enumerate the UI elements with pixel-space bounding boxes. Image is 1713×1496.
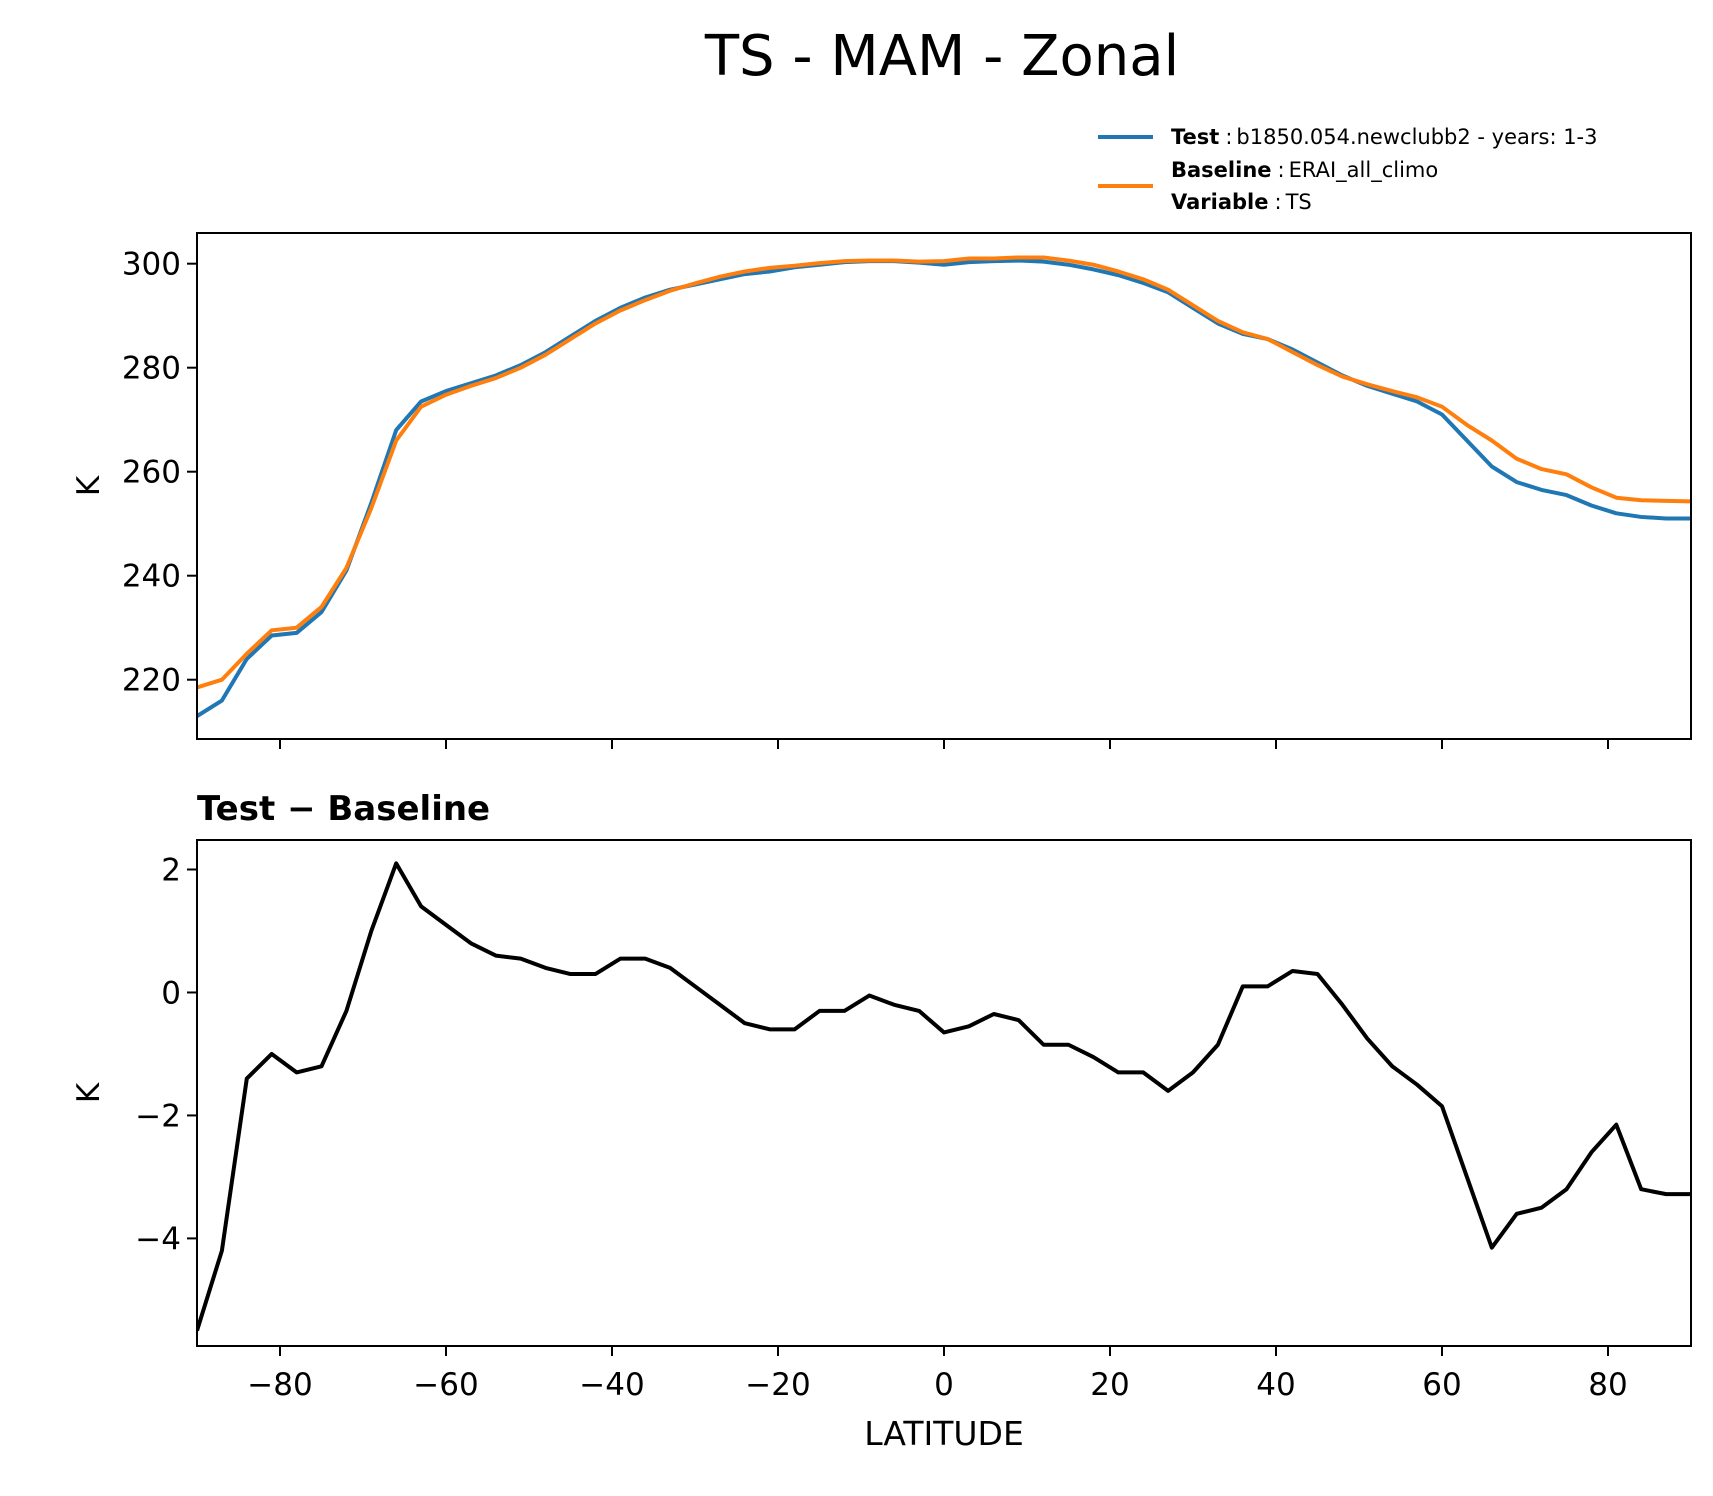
y-tick-label: 260 bbox=[122, 455, 181, 491]
data-line bbox=[197, 861, 1691, 1332]
y-tick-label: 280 bbox=[122, 351, 181, 387]
x-tick-label: 80 bbox=[1588, 1367, 1627, 1403]
legend-separator: : bbox=[1274, 190, 1281, 214]
y-axis-label: K bbox=[71, 475, 107, 496]
x-tick-label: 20 bbox=[1090, 1367, 1129, 1403]
legend-key: Test bbox=[1171, 125, 1219, 149]
y-axis-label: K bbox=[71, 1082, 107, 1103]
x-tick-label: −60 bbox=[413, 1367, 478, 1403]
legend-label: Variable: TS bbox=[1171, 190, 1312, 214]
axes-frame bbox=[196, 232, 1692, 740]
y-tick-label: 240 bbox=[122, 559, 181, 595]
figure-title: TS - MAM - Zonal bbox=[704, 24, 1179, 89]
legend-label: Baseline: ERAI_all_climo bbox=[1171, 158, 1438, 183]
y-tick-label: −4 bbox=[135, 1221, 181, 1257]
x-tick-label: 40 bbox=[1256, 1367, 1295, 1403]
x-axis-label: LATITUDE bbox=[864, 1414, 1024, 1453]
y-tick-label: 0 bbox=[161, 975, 181, 1011]
legend-key: Baseline bbox=[1171, 158, 1272, 182]
y-tick-label: 2 bbox=[161, 853, 181, 889]
legend-detail: b1850.054.newclubb2 - years: 1-3 bbox=[1236, 125, 1597, 149]
y-tick-label: −2 bbox=[135, 1098, 181, 1134]
x-tick-label: −20 bbox=[745, 1367, 810, 1403]
legend-separator: : bbox=[1278, 158, 1285, 182]
legend-detail: TS bbox=[1285, 190, 1312, 214]
x-tick-label: −80 bbox=[247, 1367, 312, 1403]
x-tick-label: 0 bbox=[934, 1367, 954, 1403]
y-tick-label: 300 bbox=[122, 247, 181, 283]
legend-separator: : bbox=[1225, 125, 1232, 149]
axes-frame bbox=[196, 839, 1692, 1347]
x-tick-label: 60 bbox=[1422, 1367, 1461, 1403]
data-line bbox=[197, 258, 1691, 718]
legend-key: Variable bbox=[1171, 190, 1268, 214]
legend-label: Test: b1850.054.newclubb2 - years: 1-3 bbox=[1171, 125, 1598, 149]
y-tick-label: 220 bbox=[122, 663, 181, 699]
x-tick-label: −40 bbox=[579, 1367, 644, 1403]
data-line bbox=[197, 255, 1691, 690]
subplot-title: Test − Baseline bbox=[197, 789, 490, 829]
legend-detail: ERAI_all_climo bbox=[1289, 158, 1439, 183]
